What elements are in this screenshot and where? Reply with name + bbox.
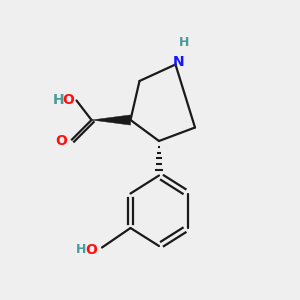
Text: O: O — [62, 94, 74, 107]
Text: N: N — [173, 55, 184, 68]
Text: O: O — [56, 134, 68, 148]
Text: O: O — [85, 243, 97, 256]
Polygon shape — [92, 115, 130, 125]
Text: H: H — [179, 36, 190, 50]
Text: H: H — [53, 94, 64, 107]
Text: H: H — [76, 243, 86, 256]
